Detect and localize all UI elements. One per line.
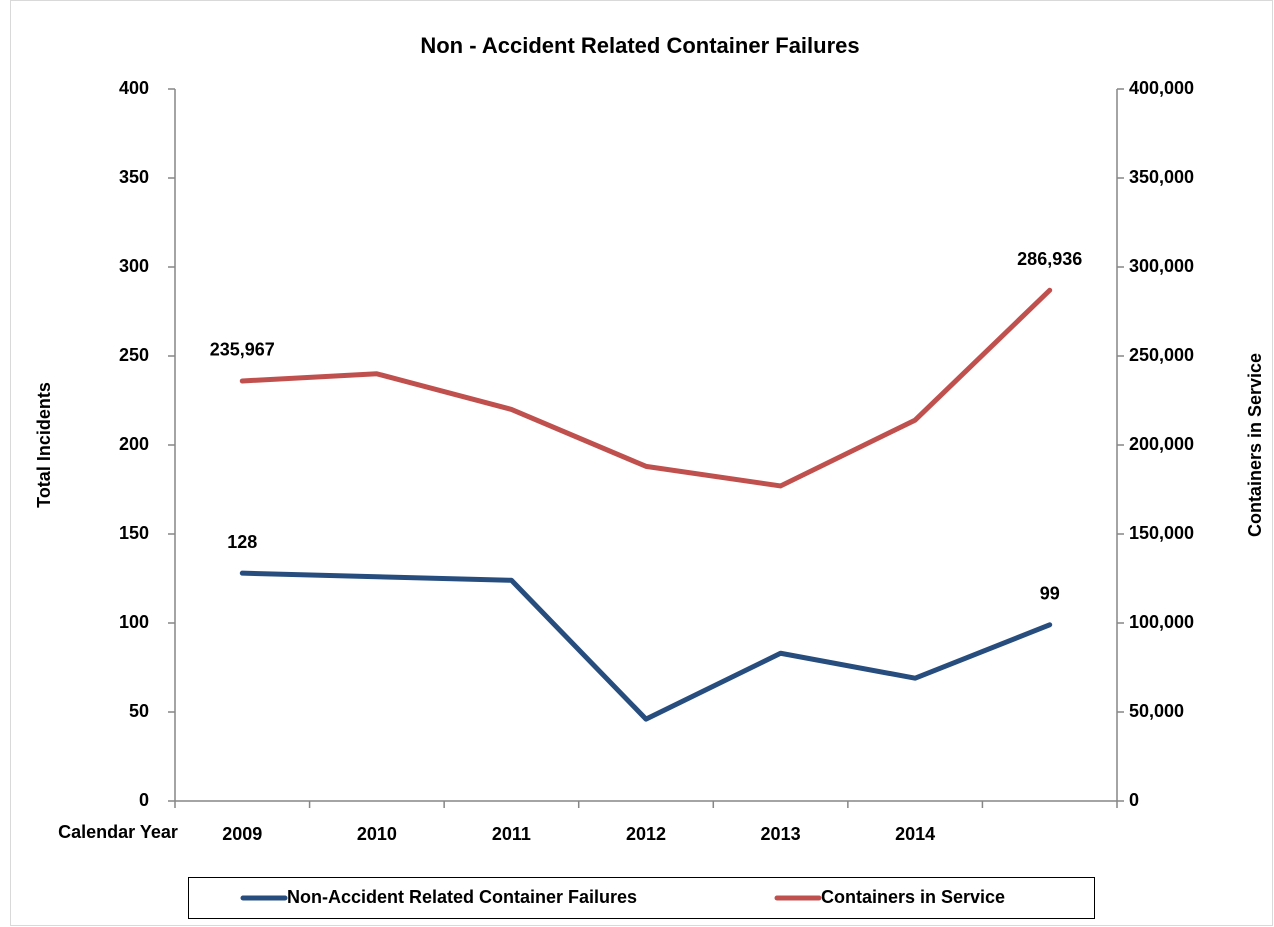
y-tick-label: 250 xyxy=(119,345,149,365)
y-axis-title: Total Incidents xyxy=(34,382,54,508)
data-label: 235,967 xyxy=(210,340,275,360)
x-tick-label: 2012 xyxy=(626,824,666,844)
y2-tick-label: 150,000 xyxy=(1129,523,1194,543)
y-tick-label: 50 xyxy=(129,701,149,721)
y2-tick-label: 200,000 xyxy=(1129,434,1194,454)
x-tick-label: 2011 xyxy=(492,824,531,844)
x-axis-title: Calendar Year xyxy=(58,822,178,842)
legend-label: Containers in Service xyxy=(821,887,1005,907)
data-label: 99 xyxy=(1040,584,1060,604)
x-tick-label: 2009 xyxy=(222,824,262,844)
data-label: 286,936 xyxy=(1017,249,1082,269)
x-tick-label: 2010 xyxy=(357,824,397,844)
series-line xyxy=(239,287,1053,489)
chart-title: Non - Accident Related Container Failure… xyxy=(420,33,859,58)
legend-label: Non-Accident Related Container Failures xyxy=(287,887,637,907)
y2-axis-title: Containers in Service xyxy=(1245,353,1265,537)
y2-tick-label: 0 xyxy=(1129,790,1139,810)
y-tick-label: 200 xyxy=(119,434,149,454)
series-line xyxy=(239,570,1053,722)
x-tick-label: 2013 xyxy=(761,824,801,844)
legend-box xyxy=(188,877,1095,919)
y-tick-label: 100 xyxy=(119,612,149,632)
y-tick-label: 0 xyxy=(139,790,149,810)
y2-tick-label: 350,000 xyxy=(1129,167,1194,187)
y-tick-label: 350 xyxy=(119,167,149,187)
y2-tick-label: 100,000 xyxy=(1129,612,1194,632)
data-label: 128 xyxy=(227,532,257,552)
y2-tick-label: 400,000 xyxy=(1129,78,1194,98)
x-tick-label: 2014 xyxy=(895,824,935,844)
y-tick-label: 150 xyxy=(119,523,149,543)
y-tick-label: 400 xyxy=(119,78,149,98)
y-tick-label: 300 xyxy=(119,256,149,276)
y2-tick-label: 250,000 xyxy=(1129,345,1194,365)
y2-tick-label: 300,000 xyxy=(1129,256,1194,276)
y2-tick-label: 50,000 xyxy=(1129,701,1184,721)
